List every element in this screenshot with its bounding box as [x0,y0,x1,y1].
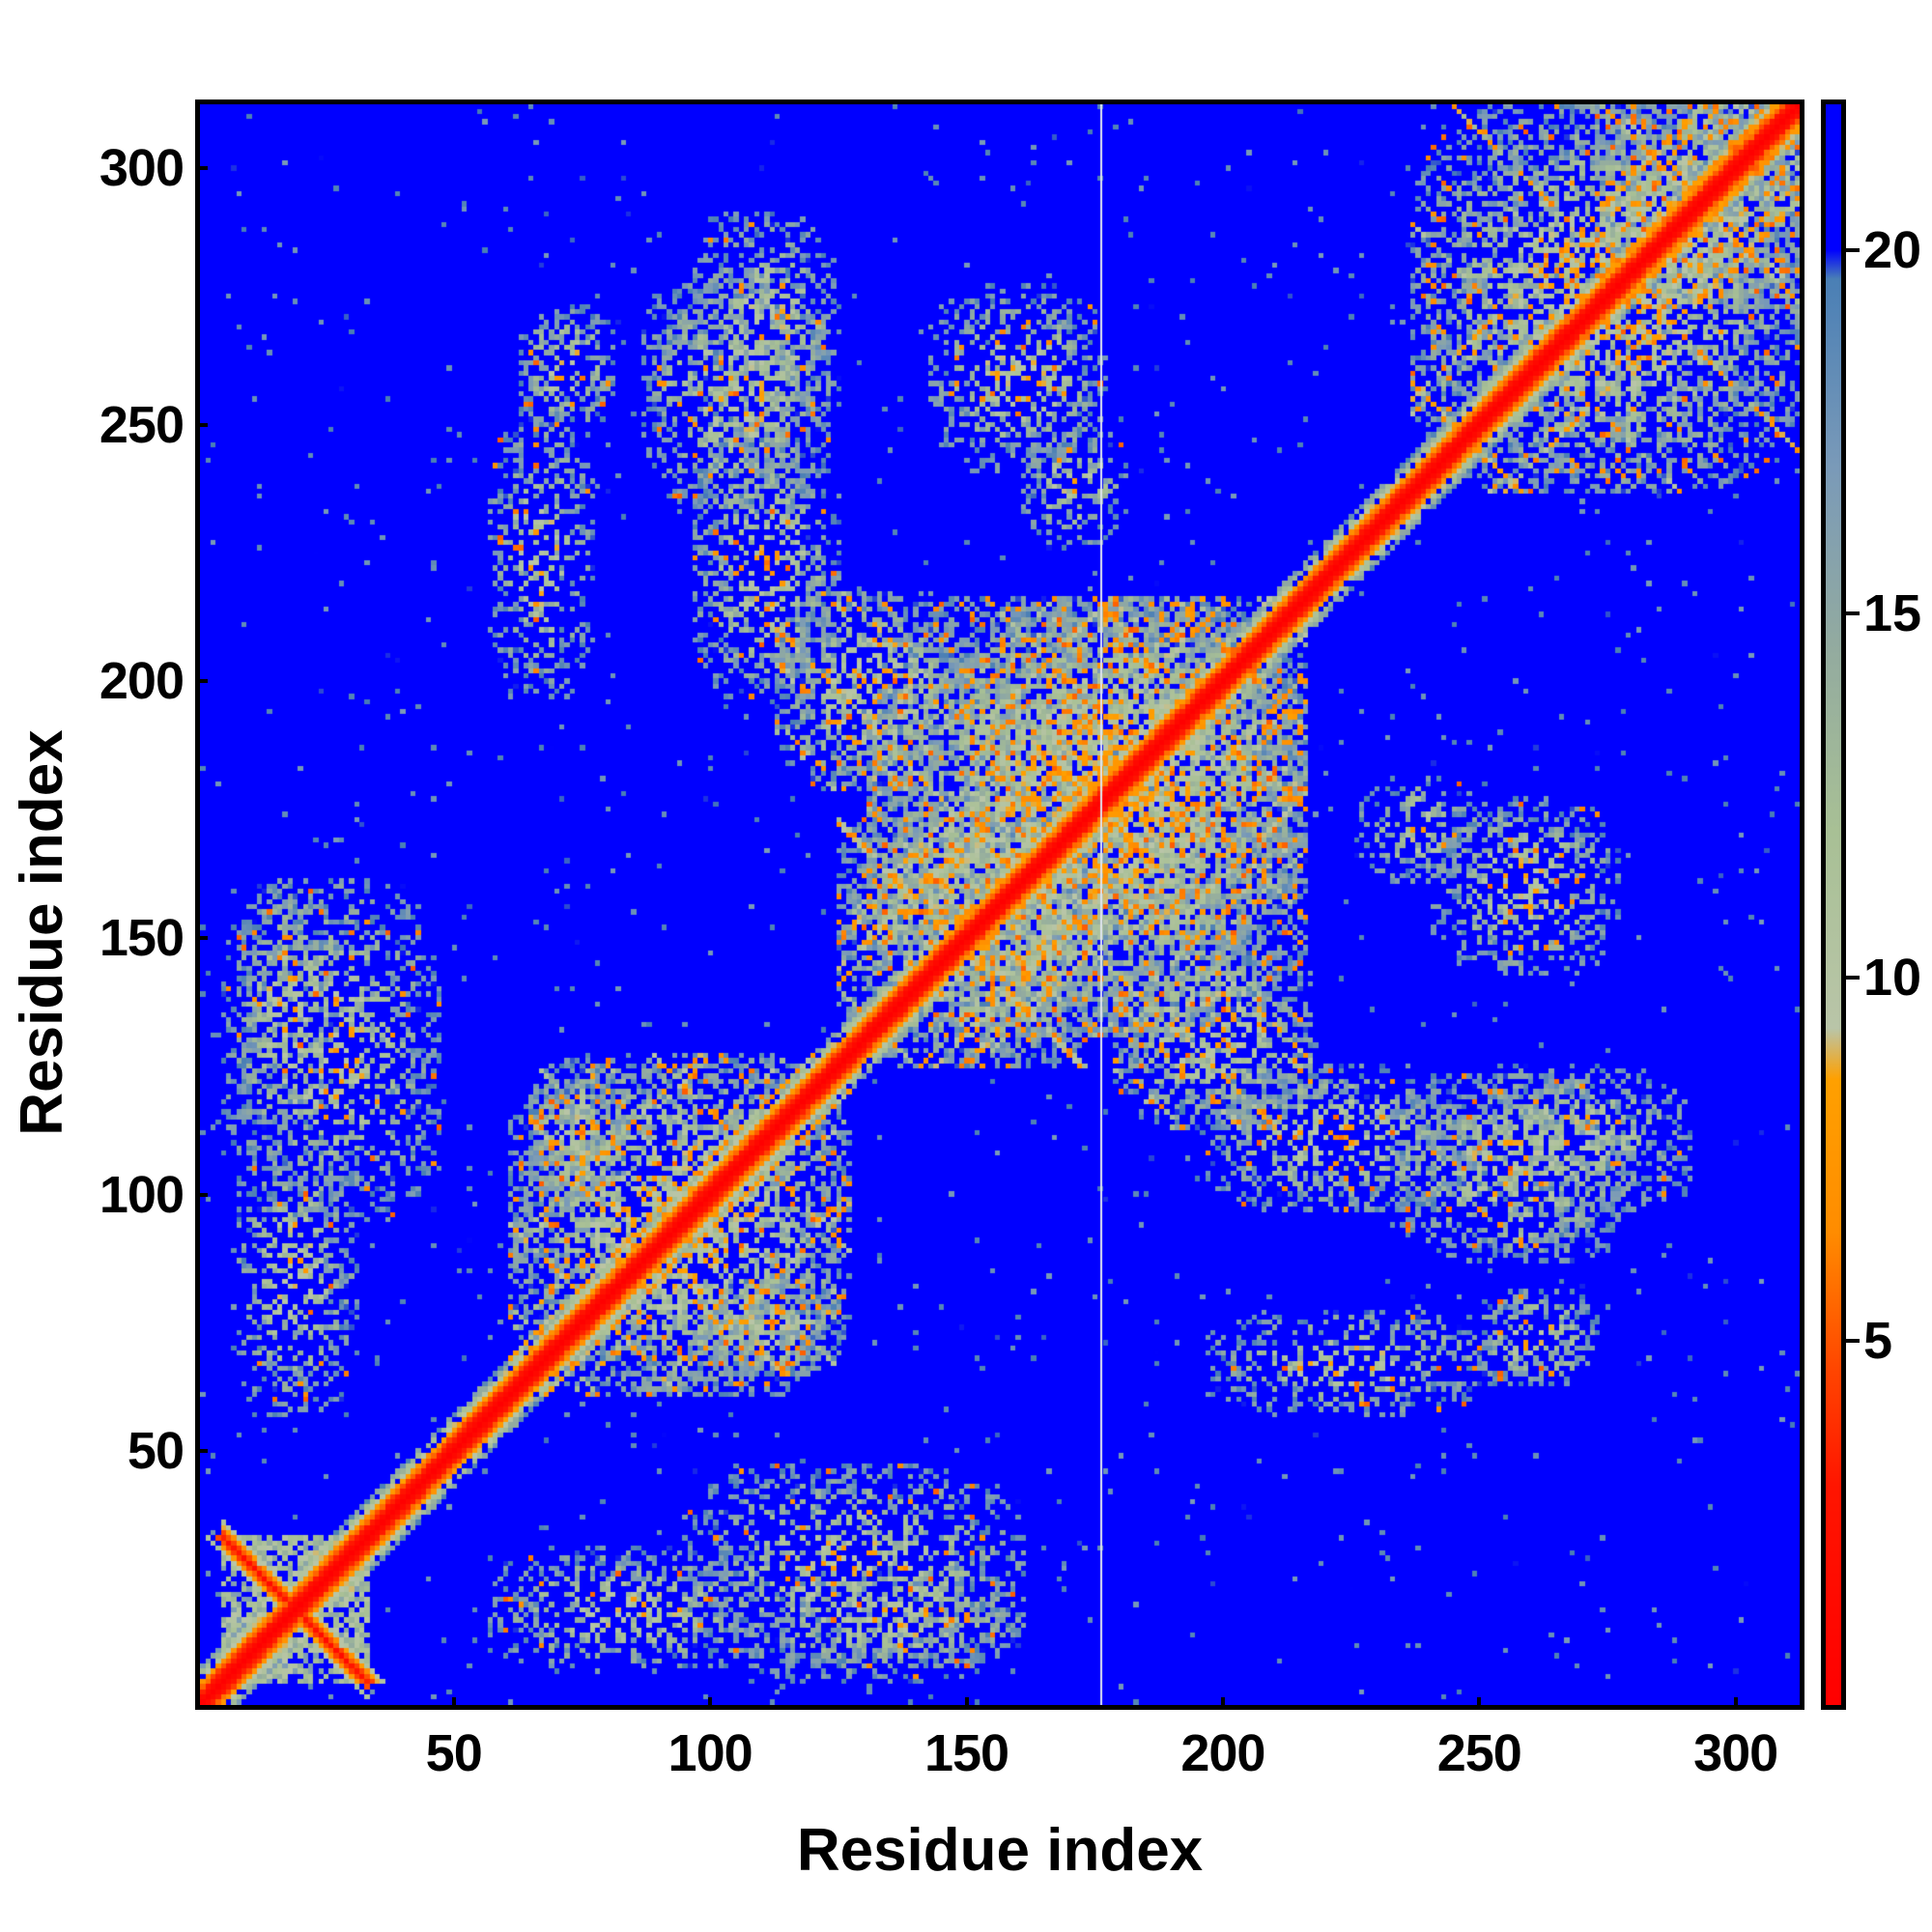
colorbar-gradient [1826,104,1841,1705]
y-tick-label: 100 [99,1165,185,1224]
x-tick-label: 200 [1180,1724,1265,1782]
x-tick-mark [1733,1697,1738,1710]
y-tick-label: 250 [99,395,185,454]
x-tick-mark [451,1697,456,1710]
x-axis-title: Residue index [796,1817,1204,1884]
colorbar [1821,99,1846,1710]
x-tick-label: 300 [1693,1724,1778,1782]
y-tick-label: 200 [99,652,185,711]
x-tick-label: 50 [425,1724,483,1782]
y-tick-label: 300 [99,139,185,198]
colorbar-tick-mark [1846,975,1860,980]
x-tick-label: 150 [923,1724,1009,1782]
x-tick-label: 100 [668,1724,753,1782]
y-tick-mark [195,422,208,427]
x-tick-mark [708,1697,713,1710]
y-tick-mark [195,679,208,684]
colorbar-tick-label: 20 [1863,220,1922,279]
x-tick-mark [964,1697,969,1710]
colorbar-tick-mark [1846,1339,1860,1344]
x-tick-label: 250 [1436,1724,1522,1782]
y-tick-mark [195,166,208,171]
y-tick-label: 50 [127,1422,185,1481]
x-tick-mark [1220,1697,1225,1710]
colorbar-tick-label: 10 [1863,948,1922,1007]
colorbar-tick-label: 15 [1863,584,1922,643]
y-axis-title: Residue index [9,729,75,1136]
colorbar-tick-mark [1846,247,1860,252]
y-tick-mark [195,1449,208,1454]
distance-matrix-heatmap [200,104,1800,1705]
heatmap-plot-area [195,99,1804,1710]
x-tick-mark [1477,1697,1482,1710]
y-tick-mark [195,1192,208,1197]
y-tick-label: 150 [99,909,185,968]
y-tick-mark [195,936,208,941]
colorbar-tick-mark [1846,611,1860,616]
colorbar-tick-label: 5 [1863,1312,1893,1371]
